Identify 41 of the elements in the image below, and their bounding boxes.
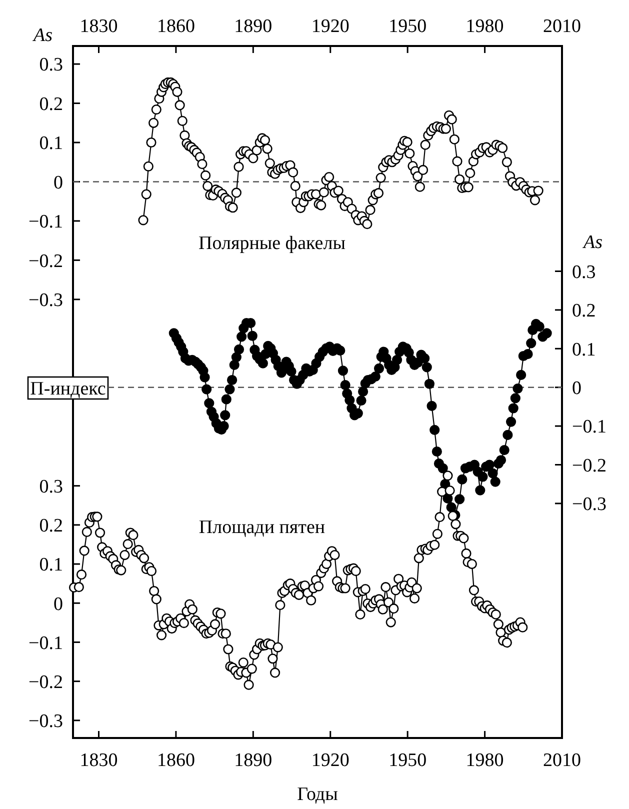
y-axis-title: As bbox=[32, 25, 52, 46]
y-tick-label: −0.1 bbox=[28, 212, 63, 233]
y-tick-label: 0 bbox=[54, 594, 63, 615]
y-tick-label: 0.1 bbox=[39, 554, 63, 576]
x-tick-label: 1890 bbox=[234, 750, 272, 771]
x-tick-label: 1830 bbox=[80, 16, 118, 37]
y-tick-label: −0.3 bbox=[28, 290, 63, 312]
text: Полярные факелы bbox=[198, 233, 346, 254]
x-tick-label: 1980 bbox=[466, 750, 504, 771]
y-tick-label: 0.3 bbox=[39, 54, 63, 76]
y-tick-label: 0.2 bbox=[39, 516, 63, 537]
x-tick-label: 1890 bbox=[234, 16, 272, 37]
y-tick-label: 0.3 bbox=[39, 476, 63, 498]
x-axis-title: Годы bbox=[297, 784, 338, 805]
x-tick-label: 1860 bbox=[156, 750, 195, 771]
y-tick-label: −0.2 bbox=[28, 250, 63, 272]
x-tick-label: 1920 bbox=[311, 750, 350, 771]
x-tick-label: 1830 bbox=[80, 750, 118, 771]
y2-tick-label: −0.2 bbox=[572, 455, 606, 476]
y2-tick-label: −0.1 bbox=[572, 416, 606, 438]
y2-tick-label: 0.1 bbox=[572, 339, 596, 360]
y2-axis-title: As bbox=[582, 232, 602, 253]
x-tick-label: 2010 bbox=[543, 750, 581, 771]
x-tick-label: 1950 bbox=[388, 16, 427, 37]
y-tick-label: −0.3 bbox=[28, 711, 63, 732]
text: П-индекс bbox=[30, 378, 106, 400]
x-tick-label: 1920 bbox=[311, 16, 350, 37]
y2-tick-label: −0.3 bbox=[572, 494, 606, 516]
x-tick-label: 2010 bbox=[543, 16, 581, 37]
x-tick-label: 1950 bbox=[388, 750, 427, 771]
y-tick-label: −0.1 bbox=[28, 632, 63, 654]
x-tick-label: 1860 bbox=[156, 16, 195, 37]
y-tick-label: 0.2 bbox=[39, 94, 63, 115]
x-tick-label: 1980 bbox=[466, 16, 504, 37]
y-tick-label: −0.2 bbox=[28, 672, 63, 693]
y-tick-label: 0.1 bbox=[39, 133, 63, 154]
text: Площади пятен bbox=[198, 517, 326, 538]
y-tick-label: 0 bbox=[54, 172, 63, 194]
y2-tick-label: 0.2 bbox=[572, 300, 596, 322]
y2-tick-label: 0 bbox=[572, 378, 582, 400]
y2-tick-label: 0.3 bbox=[572, 262, 596, 283]
